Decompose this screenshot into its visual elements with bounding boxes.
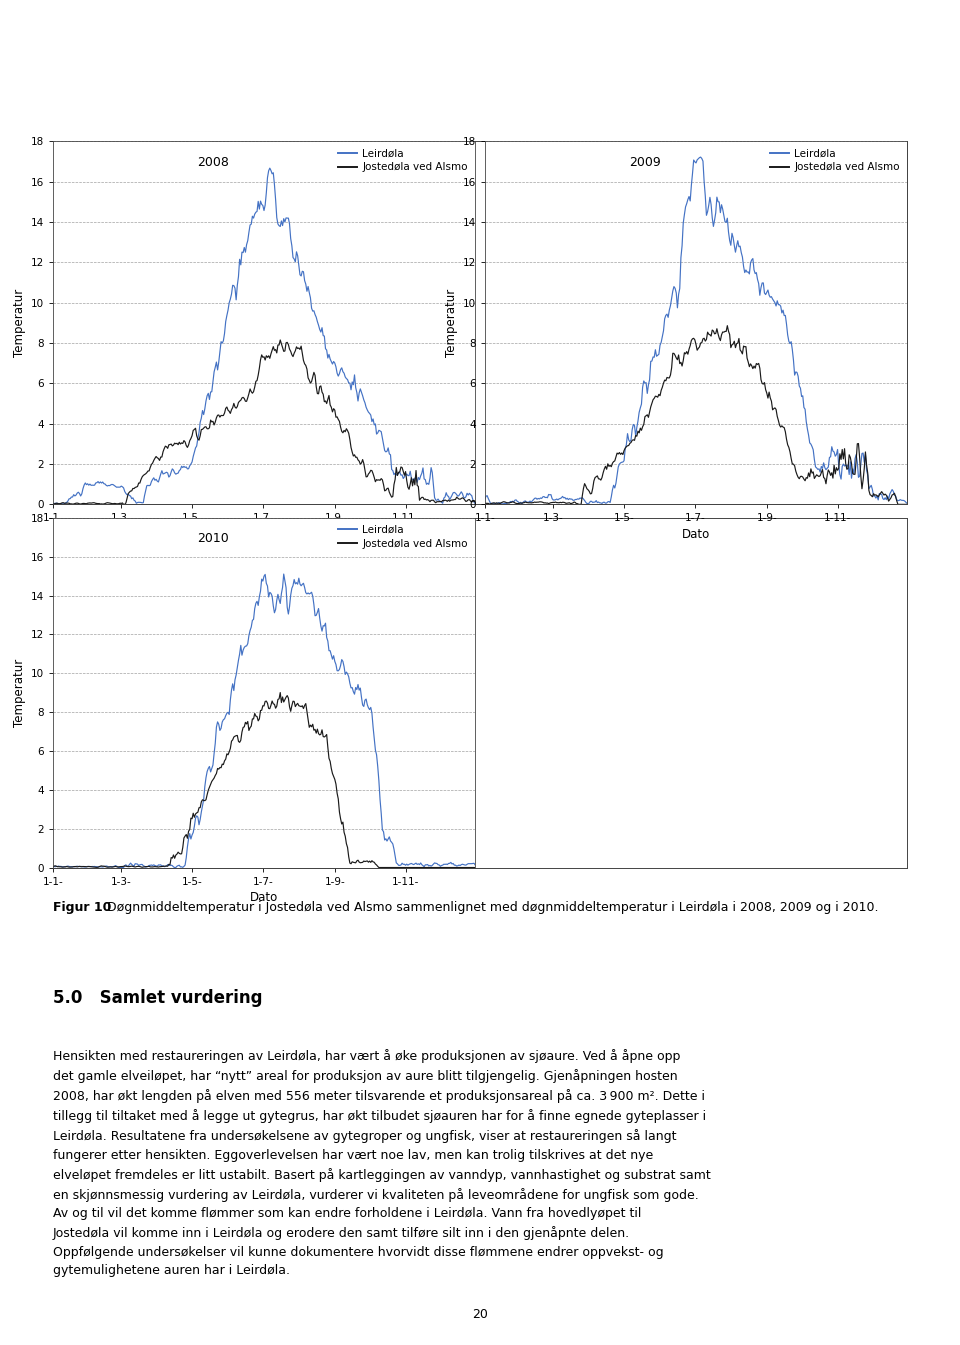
Text: 20: 20	[472, 1307, 488, 1321]
Y-axis label: Temperatur: Temperatur	[13, 289, 26, 356]
X-axis label: Dato: Dato	[250, 527, 278, 541]
X-axis label: Dato: Dato	[682, 527, 710, 541]
Y-axis label: Temperatur: Temperatur	[445, 289, 458, 356]
Text: 2008: 2008	[198, 156, 229, 168]
Legend: Leirdøla, Jostedøla ved Alsmo: Leirdøla, Jostedøla ved Alsmo	[334, 144, 472, 176]
Text: Hensikten med restaureringen av Leirdøla, har vært å øke produksjonen av sjøaure: Hensikten med restaureringen av Leirdøla…	[53, 1049, 710, 1278]
Legend: Leirdøla, Jostedøla ved Alsmo: Leirdøla, Jostedøla ved Alsmo	[334, 521, 472, 553]
Text: . Døgnmiddeltemperatur i Jostedøla ved Alsmo sammenlignet med døgnmiddeltemperat: . Døgnmiddeltemperatur i Jostedøla ved A…	[99, 901, 878, 915]
Text: 2010: 2010	[198, 531, 229, 545]
Text: Figur 10: Figur 10	[53, 901, 111, 915]
Y-axis label: Temperatur: Temperatur	[13, 659, 26, 726]
X-axis label: Dato: Dato	[250, 890, 278, 904]
Text: 5.0   Samlet vurdering: 5.0 Samlet vurdering	[53, 989, 262, 1006]
Text: 2009: 2009	[630, 156, 661, 168]
Legend: Leirdøla, Jostedøla ved Alsmo: Leirdøla, Jostedøla ved Alsmo	[766, 144, 904, 176]
